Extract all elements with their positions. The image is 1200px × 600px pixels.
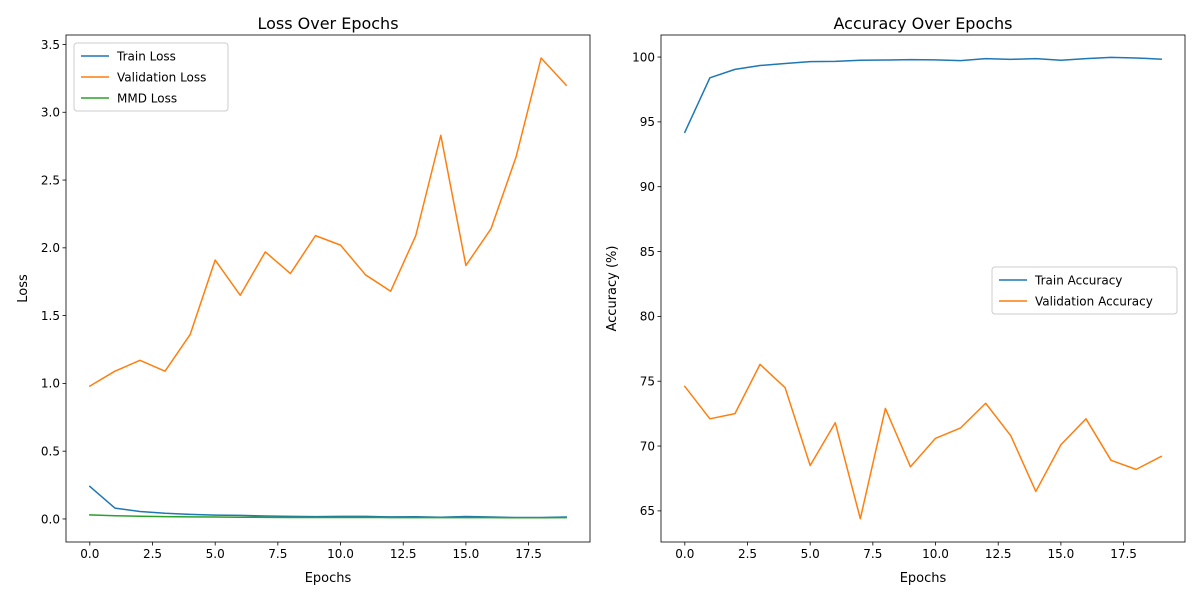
legend-label-3: MMD Loss bbox=[117, 92, 177, 106]
x-tick-label: 10.0 bbox=[327, 547, 354, 561]
x-tick-label: 2.5 bbox=[738, 547, 757, 561]
axes-frame bbox=[65, 34, 591, 543]
legend: Train Loss Validation Loss MMD Loss bbox=[73, 42, 229, 112]
y-tick-label: 85 bbox=[640, 245, 655, 259]
axes-frame bbox=[660, 34, 1186, 543]
x-tick-label: 7.5 bbox=[268, 547, 287, 561]
y-tick-label: 0.0 bbox=[41, 512, 60, 526]
legend: Train Accuracy Validation Accuracy bbox=[991, 266, 1178, 315]
chart-title: Accuracy Over Epochs bbox=[833, 14, 1012, 33]
y-tick-label: 2.5 bbox=[41, 173, 60, 187]
x-tick-label: 17.5 bbox=[515, 547, 542, 561]
y-tick-label: 1.5 bbox=[41, 309, 60, 323]
y-tick-label: 95 bbox=[640, 115, 655, 129]
x-axis-label: Epochs bbox=[305, 571, 352, 586]
x-tick-label: 12.5 bbox=[390, 547, 417, 561]
y-tick-label: 75 bbox=[640, 375, 655, 389]
chart-panel-1: 0.0 2.5 5.0 7.5 10.0 12.5 15.0 17.5 0.0 0.5 1.0 1.5… bbox=[16, 14, 591, 586]
y-tick-label: 3.5 bbox=[41, 38, 60, 52]
y-tick-label: 2.0 bbox=[41, 241, 60, 255]
x-tick-label: 12.5 bbox=[985, 547, 1012, 561]
y-tick-label: 1.0 bbox=[41, 377, 60, 391]
x-tick-label: 0.0 bbox=[675, 547, 694, 561]
x-tick-label: 15.0 bbox=[453, 547, 480, 561]
y-tick-label: 70 bbox=[640, 439, 655, 453]
x-tick-label: 17.5 bbox=[1110, 547, 1137, 561]
y-tick-label: 80 bbox=[640, 310, 655, 324]
chart-title: Loss Over Epochs bbox=[257, 14, 398, 33]
legend-box bbox=[991, 266, 1178, 315]
y-axis-label: Loss bbox=[16, 274, 31, 303]
x-tick-label: 7.5 bbox=[863, 547, 882, 561]
x-tick-label: 5.0 bbox=[801, 547, 820, 561]
series-line-3 bbox=[89, 514, 567, 519]
y-tick-label: 65 bbox=[640, 504, 655, 518]
legend-label-2: Validation Loss bbox=[117, 71, 206, 85]
x-tick-label: 0.0 bbox=[80, 547, 99, 561]
x-tick-label: 2.5 bbox=[143, 547, 162, 561]
legend-box bbox=[73, 42, 229, 112]
y-tick-label: 90 bbox=[640, 180, 655, 194]
x-tick-label: 5.0 bbox=[206, 547, 225, 561]
y-axis-label: Accuracy (%) bbox=[605, 246, 620, 332]
series-line-1 bbox=[683, 56, 1162, 134]
y-tick-label: 0.5 bbox=[41, 444, 60, 458]
series-line-2 bbox=[683, 363, 1163, 520]
chart-panel-2: 0.0 2.5 5.0 7.5 10.0 12.5 15.0 17.5 65 70 75 80 85 90… bbox=[605, 14, 1186, 586]
x-tick-label: 15.0 bbox=[1048, 547, 1075, 561]
series-line-2 bbox=[88, 57, 568, 388]
y-tick-label: 100 bbox=[632, 50, 655, 64]
legend-label-2: Validation Accuracy bbox=[1035, 295, 1153, 309]
x-tick-label: 10.0 bbox=[922, 547, 949, 561]
series-line-1 bbox=[88, 485, 567, 519]
legend-label-1: Train Loss bbox=[116, 50, 176, 64]
x-axis-label: Epochs bbox=[900, 571, 947, 586]
legend-label-1: Train Accuracy bbox=[1034, 274, 1122, 288]
y-tick-label: 3.0 bbox=[41, 106, 60, 120]
